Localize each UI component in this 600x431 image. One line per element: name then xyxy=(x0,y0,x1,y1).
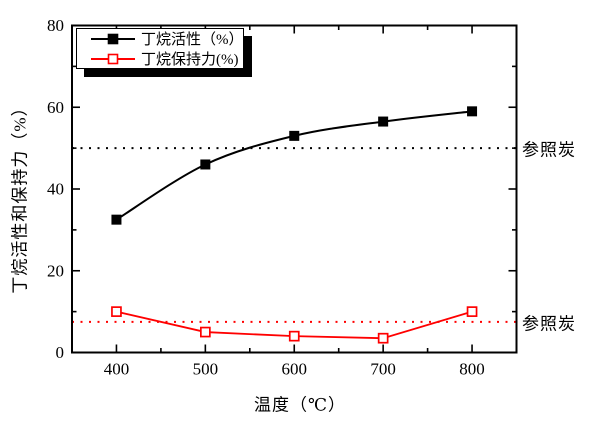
series-0-marker-500 xyxy=(200,159,211,170)
legend-label-retention: 丁烷保持力(%) xyxy=(141,52,239,68)
series-line-0 xyxy=(115,110,473,221)
legend-marker-0 xyxy=(107,33,119,44)
y-tick-label-20: 20 xyxy=(47,261,64,280)
x-tick-label-700: 700 xyxy=(370,360,396,379)
y-tick-label-60: 60 xyxy=(47,98,64,117)
legend-item-retention: 丁烷保持力(%) xyxy=(90,49,243,68)
y-axis-title: 丁烷活性和保持力（%） xyxy=(10,98,30,294)
plot-frame xyxy=(71,24,518,354)
series-1-marker-600 xyxy=(288,330,300,342)
y-tick-label-0: 0 xyxy=(56,343,65,362)
y-tick-label-80: 80 xyxy=(47,16,64,35)
reference-label-red: 参照炭 xyxy=(522,314,576,334)
series-0-marker-600 xyxy=(289,130,300,141)
legend-swatch-retention xyxy=(91,53,135,64)
series-0-marker-800 xyxy=(467,106,478,117)
series-1-marker-500 xyxy=(200,326,211,338)
reference-label-black: 参照炭 xyxy=(522,140,576,160)
legend-swatch-activity xyxy=(91,33,135,44)
x-tick-label-800: 800 xyxy=(459,360,485,379)
x-tick-label-400: 400 xyxy=(104,360,130,379)
x-tick-label-600: 600 xyxy=(282,360,308,379)
series-1-marker-400 xyxy=(111,306,122,317)
series-0-marker-700 xyxy=(378,116,389,127)
series-0-marker-400 xyxy=(111,214,122,225)
series-1-marker-800 xyxy=(466,306,478,317)
legend-marker-1 xyxy=(107,53,119,64)
series-1-marker-700 xyxy=(377,332,389,344)
legend-label-activity: 丁烷活性（%） xyxy=(141,32,244,48)
legend-item-activity: 丁烷活性（%） xyxy=(90,29,244,48)
x-tick-label-500: 500 xyxy=(193,360,219,379)
x-axis-title: 温度（℃） xyxy=(253,395,347,415)
legend: 丁烷活性（%） 丁烷保持力(%) xyxy=(76,28,244,69)
y-tick-label-40: 40 xyxy=(47,180,64,199)
